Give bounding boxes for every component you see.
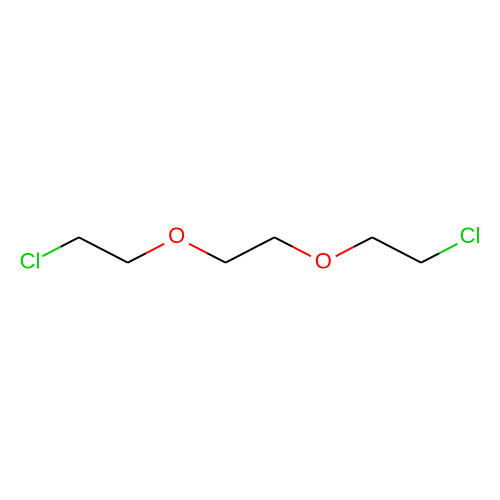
atom-label-o: O	[168, 223, 185, 248]
bond-segment	[226, 250, 250, 263]
bond-segment	[189, 244, 207, 253]
bond-segment	[103, 250, 127, 263]
bond-segment	[336, 247, 354, 256]
bond-segment	[372, 237, 396, 250]
bond-segment	[274, 237, 292, 246]
bond-segment	[79, 237, 103, 250]
bond-segment	[42, 247, 60, 256]
bond-segment	[128, 253, 146, 262]
atom-label-o: O	[315, 248, 332, 273]
bond-segment	[250, 237, 274, 250]
bond-segment	[421, 253, 439, 262]
bond-segment	[439, 244, 457, 253]
atom-label-cl: Cl	[460, 223, 481, 248]
bond-segment	[354, 237, 372, 246]
molecule-diagram: Cl O O Cl	[0, 0, 500, 500]
bond-segment	[146, 244, 164, 253]
bond-segment	[207, 253, 225, 262]
bond-segment	[397, 250, 421, 263]
bond-segment	[61, 237, 79, 246]
atom-label-cl: Cl	[20, 248, 41, 273]
bond-segment	[293, 247, 311, 256]
